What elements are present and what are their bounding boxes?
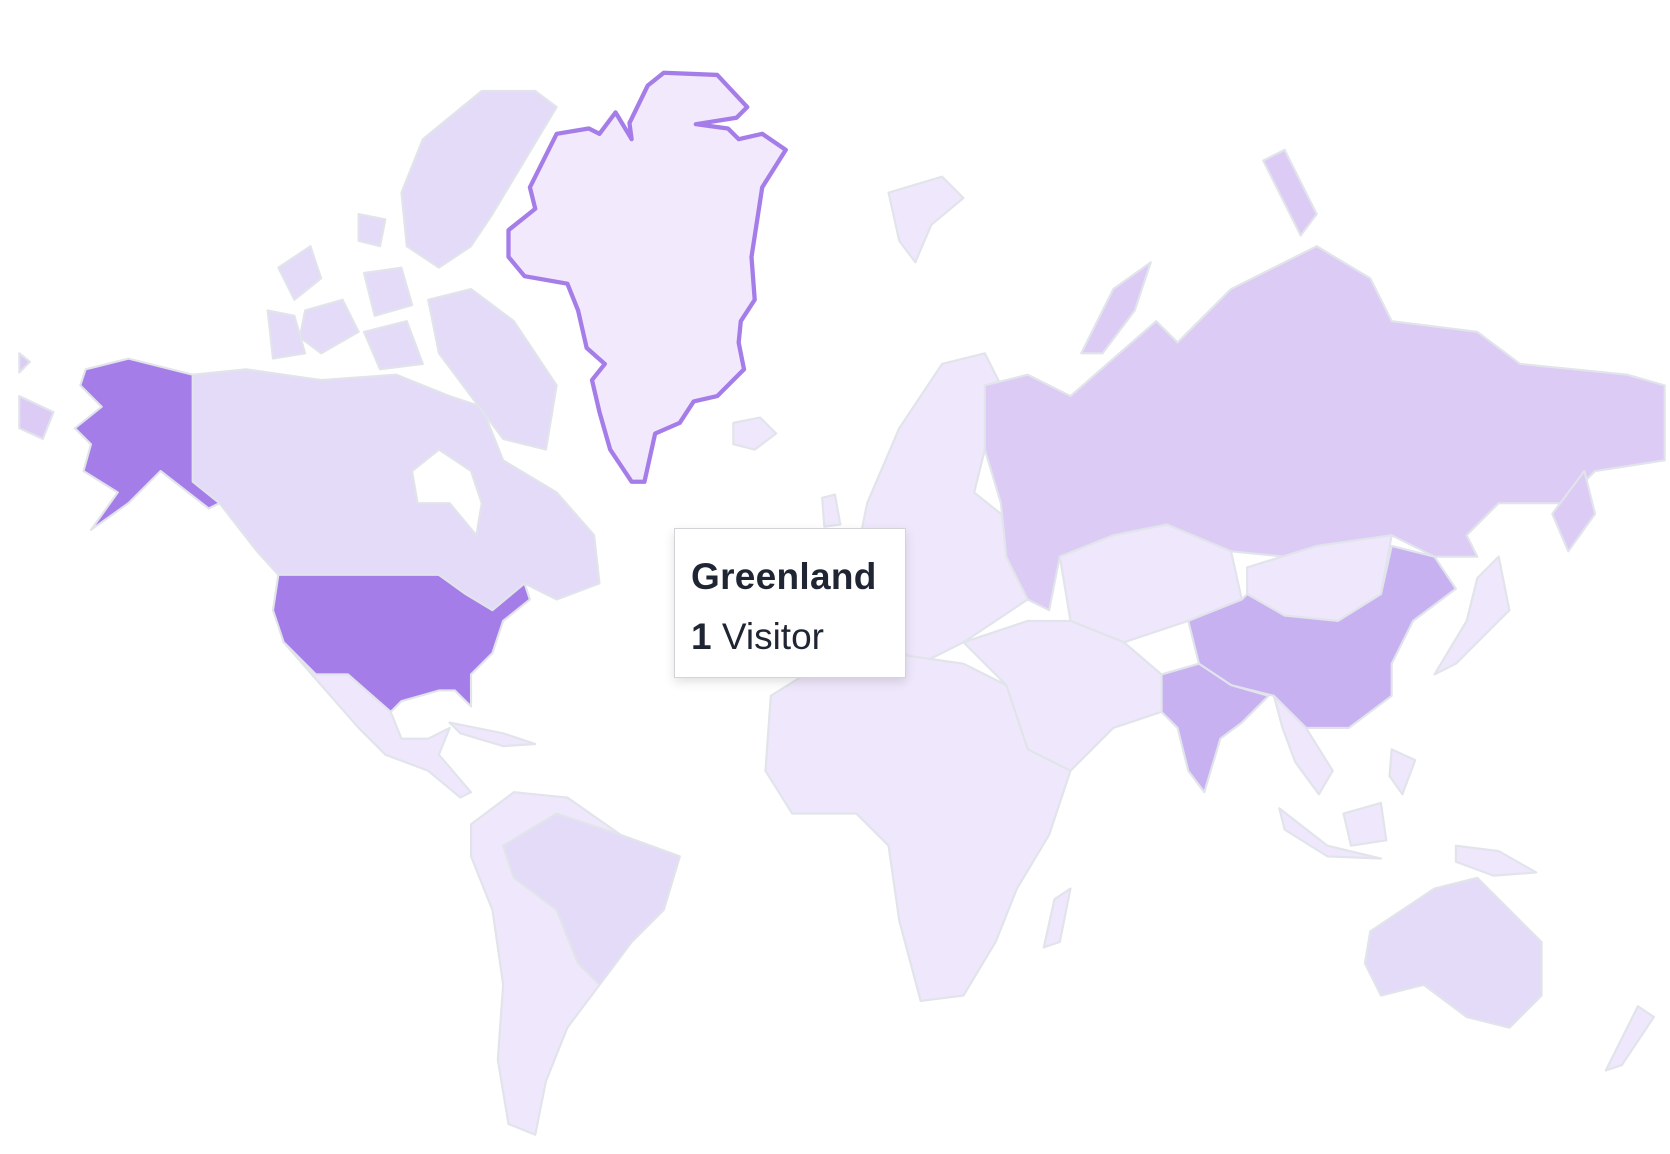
country-japan[interactable] bbox=[1433, 555, 1511, 676]
country-china[interactable] bbox=[1187, 544, 1457, 730]
svalbard[interactable] bbox=[887, 175, 965, 264]
country-canada[interactable] bbox=[191, 368, 601, 612]
new-guinea[interactable] bbox=[1454, 844, 1538, 877]
island-arctic-3[interactable] bbox=[357, 213, 387, 248]
caribbean[interactable] bbox=[448, 721, 537, 748]
kamchatka[interactable] bbox=[1551, 469, 1597, 553]
africa[interactable] bbox=[764, 651, 1072, 1002]
southeast-asia[interactable] bbox=[1272, 694, 1334, 796]
country-russia[interactable] bbox=[983, 245, 1666, 612]
country-iceland[interactable] bbox=[732, 416, 778, 451]
country-mexico[interactable] bbox=[282, 641, 473, 799]
country-new-zealand[interactable] bbox=[1604, 1005, 1656, 1072]
country-greenland-hovered[interactable] bbox=[506, 70, 788, 484]
island-arctic-4[interactable] bbox=[362, 266, 414, 317]
country-brazil[interactable] bbox=[502, 812, 681, 986]
country-alaska[interactable] bbox=[73, 357, 221, 531]
tooltip-count: 1 bbox=[691, 616, 712, 657]
novaya-zemlya[interactable] bbox=[1080, 261, 1152, 355]
indonesia-1[interactable] bbox=[1278, 807, 1383, 860]
map-tooltip: Greenland 1 Visitor bbox=[674, 528, 906, 678]
tooltip-country: Greenland bbox=[691, 556, 877, 597]
island-ellesmere[interactable] bbox=[400, 89, 558, 269]
indonesia-2[interactable] bbox=[1342, 801, 1388, 847]
island-arctic-6[interactable] bbox=[362, 320, 424, 371]
tooltip-unit: Visitor bbox=[721, 616, 824, 657]
chukotka-west-2[interactable] bbox=[18, 395, 55, 440]
island-arctic-2[interactable] bbox=[298, 298, 360, 355]
chukotka-west-1[interactable] bbox=[18, 352, 32, 374]
country-australia[interactable] bbox=[1363, 876, 1543, 1029]
island-arctic-5[interactable] bbox=[266, 309, 307, 360]
country-madagascar[interactable] bbox=[1042, 887, 1072, 949]
country-india[interactable] bbox=[1160, 662, 1270, 794]
island-arctic-1[interactable] bbox=[277, 245, 323, 301]
tooltip-visitors: 1 Visitor bbox=[691, 615, 905, 659]
island-baffin[interactable] bbox=[427, 287, 558, 451]
severnaya-zemlya[interactable] bbox=[1262, 148, 1318, 237]
country-philippines[interactable] bbox=[1388, 748, 1417, 796]
hudson-bay bbox=[411, 448, 483, 537]
country-uk[interactable] bbox=[821, 493, 842, 528]
